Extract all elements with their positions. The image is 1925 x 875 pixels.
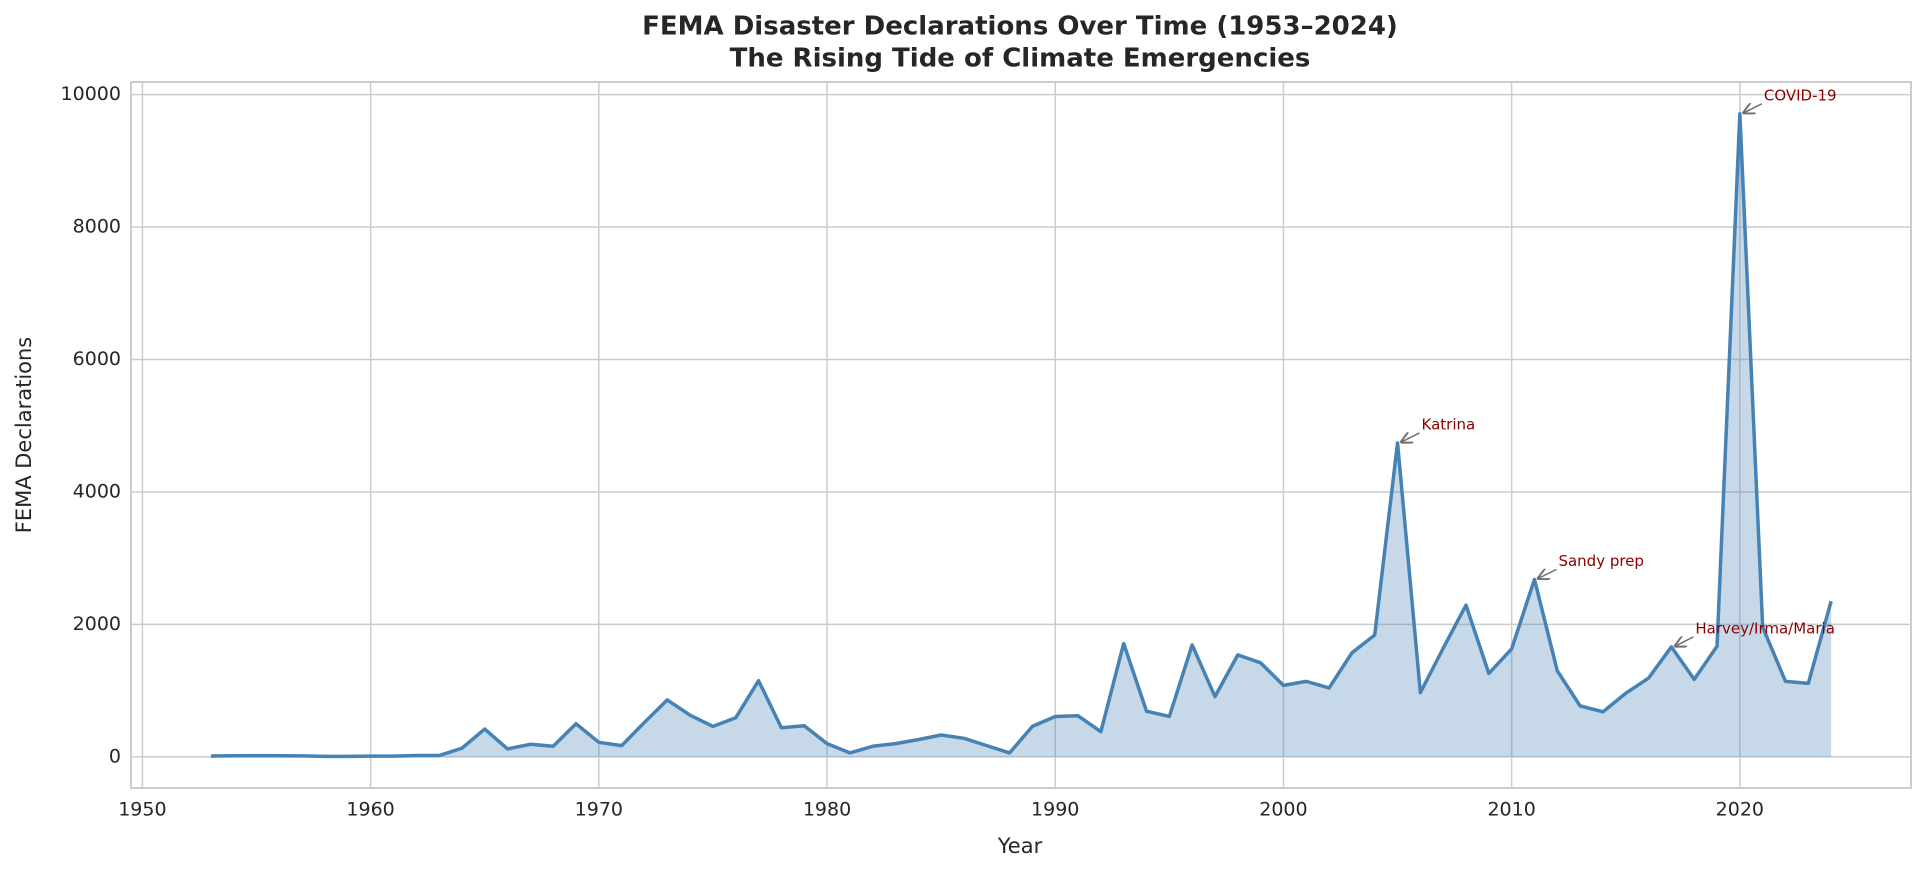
area (210, 113, 1832, 757)
plot-frame (130, 81, 1912, 789)
x-tick-label: 2020 (1716, 799, 1764, 821)
annotation: Katrina (1422, 415, 1476, 433)
y-tick-label: 10000 (61, 83, 121, 105)
y-tick-label: 0 (109, 745, 121, 767)
x-tick-label: 2010 (1487, 799, 1535, 821)
annotation: Sandy prep (1558, 552, 1644, 570)
line (210, 112, 1833, 759)
chart-title: FEMA Disaster Declarations Over Time (19… (642, 12, 1398, 42)
y-tick-label: 2000 (73, 613, 121, 635)
y-tick-label: 8000 (73, 216, 121, 238)
y-tick-label: 6000 (73, 348, 121, 370)
annotation: Harvey/Irma/Maria (1695, 619, 1835, 637)
annotation-arrow (1744, 104, 1763, 113)
chart-subtitle: The Rising Tide of Climate Emergencies (730, 44, 1311, 74)
x-tick-label: 1990 (1031, 799, 1079, 821)
annotation-arrow (1675, 637, 1694, 646)
x-tick-label: 1970 (575, 799, 623, 821)
x-tick-label: 1960 (346, 799, 394, 821)
annotation-arrow (1402, 433, 1420, 442)
y-axis-label: FEMA Declarations (12, 337, 36, 534)
y-tick-label: 4000 (73, 480, 121, 502)
annotation: COVID-19 (1764, 86, 1837, 104)
x-axis-label: Year (997, 834, 1043, 858)
x-tick-label: 2000 (1259, 799, 1307, 821)
x-tick-label: 1950 (118, 799, 166, 821)
annotation-arrow (1538, 569, 1557, 578)
x-tick-label: 1980 (803, 799, 851, 821)
